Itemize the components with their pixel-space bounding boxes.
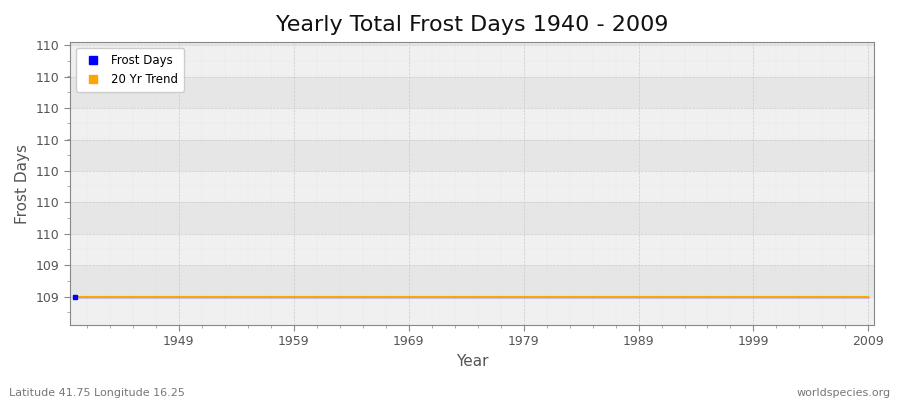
X-axis label: Year: Year xyxy=(455,354,488,369)
Frost Days xyxy=(311,294,322,299)
Frost Days xyxy=(863,294,874,299)
20 Yr Trend xyxy=(254,294,265,299)
20 Yr Trend xyxy=(736,294,747,299)
Title: Yearly Total Frost Days 1940 - 2009: Yearly Total Frost Days 1940 - 2009 xyxy=(275,15,668,35)
Legend: Frost Days, 20 Yr Trend: Frost Days, 20 Yr Trend xyxy=(76,48,184,92)
Bar xyxy=(69,42,874,45)
Bar xyxy=(69,234,874,265)
Bar xyxy=(69,171,874,202)
Bar xyxy=(69,77,874,108)
Frost Days xyxy=(277,294,288,299)
Bar xyxy=(69,140,874,171)
20 Yr Trend xyxy=(863,294,874,299)
Bar xyxy=(69,202,874,234)
Text: Latitude 41.75 Longitude 16.25: Latitude 41.75 Longitude 16.25 xyxy=(9,388,184,398)
Frost Days xyxy=(70,294,81,299)
Bar xyxy=(69,297,874,325)
Y-axis label: Frost Days: Frost Days xyxy=(15,144,30,224)
Bar xyxy=(69,108,874,140)
Text: worldspecies.org: worldspecies.org xyxy=(796,388,891,398)
Frost Days xyxy=(254,294,265,299)
Bar xyxy=(69,45,874,77)
20 Yr Trend xyxy=(277,294,288,299)
Frost Days xyxy=(507,294,517,299)
20 Yr Trend xyxy=(311,294,322,299)
Frost Days xyxy=(736,294,747,299)
Bar xyxy=(69,265,874,297)
Frost Days xyxy=(748,294,759,299)
20 Yr Trend xyxy=(507,294,517,299)
20 Yr Trend xyxy=(70,294,81,299)
20 Yr Trend xyxy=(748,294,759,299)
